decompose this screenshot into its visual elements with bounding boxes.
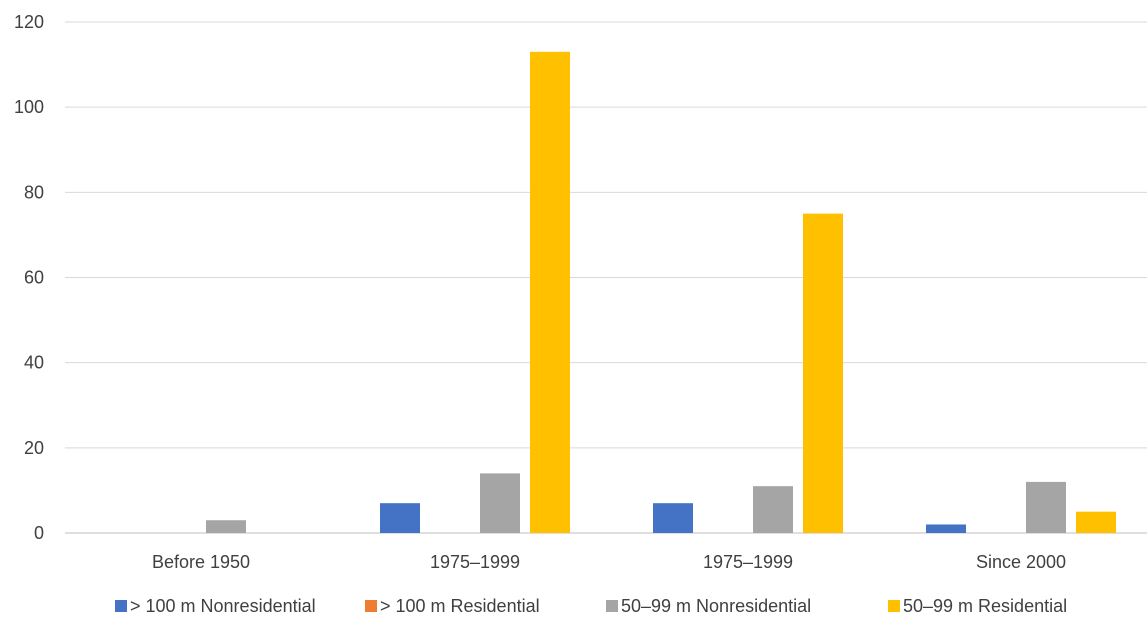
x-tick-label: Since 2000 xyxy=(976,552,1066,572)
legend-label: 50–99 m Residential xyxy=(903,596,1067,616)
legend-swatch xyxy=(365,600,377,612)
bar xyxy=(803,213,843,533)
bar xyxy=(1026,481,1066,533)
bar xyxy=(480,473,520,533)
legend-swatch xyxy=(888,600,900,612)
legend-label: 50–99 m Nonresidential xyxy=(621,596,811,616)
legend: > 100 m Nonresidential > 100 m Residentia… xyxy=(115,596,1067,616)
legend-item: > 100 m Nonresidential xyxy=(115,596,316,616)
y-tick-label: 0 xyxy=(34,523,44,543)
bar xyxy=(653,503,693,533)
bar xyxy=(206,520,246,533)
x-axis-tick-labels: Before 1950 1975–1999 1975–1999 Since 2000 xyxy=(152,552,1066,572)
legend-swatch xyxy=(606,600,618,612)
bars xyxy=(206,51,1116,533)
y-tick-label: 120 xyxy=(14,12,44,32)
legend-swatch xyxy=(115,600,127,612)
x-tick-label: 1975–1999 xyxy=(703,552,793,572)
gridlines xyxy=(65,21,1147,534)
y-tick-label: 60 xyxy=(24,268,44,288)
x-tick-label: 1975–1999 xyxy=(430,552,520,572)
bar xyxy=(1076,511,1116,533)
bar xyxy=(530,51,570,533)
bar xyxy=(753,486,793,533)
x-tick-label: Before 1950 xyxy=(152,552,250,572)
legend-item: > 100 m Residential xyxy=(365,596,540,616)
legend-item: 50–99 m Residential xyxy=(888,596,1067,616)
y-tick-label: 20 xyxy=(24,438,44,458)
y-axis-tick-labels: 0 20 40 60 80 100 120 xyxy=(14,12,44,543)
y-tick-label: 40 xyxy=(24,353,44,373)
legend-label: > 100 m Residential xyxy=(380,596,540,616)
bar xyxy=(926,524,966,533)
bar xyxy=(380,503,420,533)
legend-item: 50–99 m Nonresidential xyxy=(606,596,811,616)
legend-label: > 100 m Nonresidential xyxy=(130,596,316,616)
y-tick-label: 100 xyxy=(14,97,44,117)
y-tick-label: 80 xyxy=(24,182,44,202)
